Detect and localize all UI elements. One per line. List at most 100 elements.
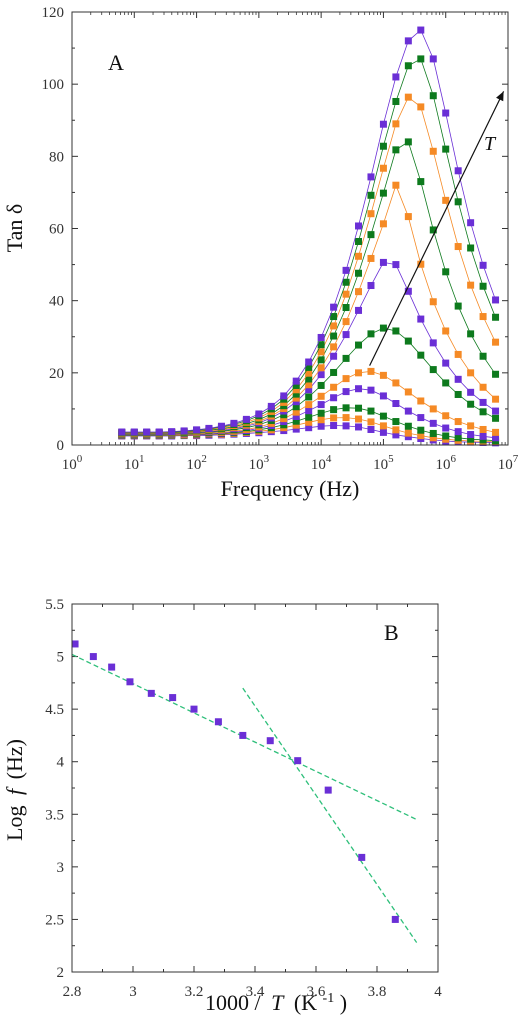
panel-b-y-tick-label: 2 bbox=[57, 965, 65, 981]
panel-a-data-point bbox=[392, 261, 400, 269]
panel-b-x-label-close: ) bbox=[340, 990, 347, 1015]
panel-a-data-point bbox=[155, 428, 163, 436]
panel-a-data-point bbox=[330, 406, 338, 414]
panel-b-x-tick-label: 3.2 bbox=[185, 984, 204, 1000]
panel-a-data-point bbox=[330, 383, 338, 391]
temperature-arrow-label: T bbox=[484, 133, 497, 155]
panel-a-x-tick-label: 104 bbox=[311, 453, 332, 473]
panel-b-x-label-var: T bbox=[271, 990, 285, 1015]
panel-a-data-point bbox=[317, 416, 325, 424]
panel-a-data-point bbox=[404, 433, 412, 441]
panel-a-data-point bbox=[429, 92, 437, 100]
panel-a-data-point bbox=[479, 261, 487, 269]
panel-b-data-point bbox=[391, 915, 399, 923]
panel-a-data-point bbox=[280, 415, 288, 423]
panel-a-x-axis-label: Frequency (Hz) bbox=[221, 476, 360, 501]
panel-a-data-point bbox=[342, 290, 350, 298]
panel-a-data-point bbox=[392, 379, 400, 387]
panel-a-data-point bbox=[442, 145, 450, 153]
panel-b-frame bbox=[71, 603, 439, 973]
panel-a-data-point bbox=[467, 219, 475, 227]
temperature-arrow-head bbox=[496, 91, 504, 102]
panel-a-data-point bbox=[305, 369, 313, 377]
panel-a-data-point bbox=[305, 375, 313, 383]
panel-a-y-tick-label: 100 bbox=[42, 77, 65, 93]
panel-a-data-point bbox=[379, 428, 387, 436]
panel-a-data-point bbox=[467, 244, 475, 252]
panel-a-data-point bbox=[355, 269, 363, 277]
panel-a-data-point bbox=[367, 386, 375, 394]
panel-a-y-tick-label: 20 bbox=[49, 366, 64, 382]
panel-a-data-point bbox=[330, 414, 338, 422]
panel-a-data-point bbox=[305, 418, 313, 426]
panel-a-data-point bbox=[355, 415, 363, 423]
panel-a-data-point bbox=[342, 414, 350, 422]
panel-a-data-point bbox=[454, 167, 462, 175]
panel-a-data-point bbox=[429, 429, 437, 437]
panel-a-data-point bbox=[367, 254, 375, 262]
panel-b-x-label-prefix: 1000 / bbox=[205, 990, 262, 1015]
panel-a-data-point bbox=[467, 388, 475, 396]
panel-a-data-point bbox=[317, 348, 325, 356]
panel-a-data-point bbox=[367, 330, 375, 338]
panel-a-data-point bbox=[379, 220, 387, 228]
panel-a-data-point bbox=[467, 435, 475, 443]
panel-a-data-point bbox=[392, 181, 400, 189]
panel-a-data-point bbox=[404, 422, 412, 430]
panel-b-data-point bbox=[239, 731, 247, 739]
panel-a-data-point bbox=[317, 392, 325, 400]
panel-a-data-point bbox=[479, 425, 487, 433]
panel-a-data-point bbox=[417, 260, 425, 268]
panel-a-data-point bbox=[292, 394, 300, 402]
panel-a-data-point bbox=[379, 258, 387, 266]
panel-a-data-point bbox=[467, 281, 475, 289]
panel-a-frame bbox=[71, 11, 509, 446]
panel-a-data-point bbox=[292, 377, 300, 385]
panel-a: 100 101 102 103 104 105 106 107020406080100120 … bbox=[2, 5, 519, 501]
panel-a-series-12 bbox=[118, 26, 500, 436]
panel-a-data-point bbox=[317, 381, 325, 389]
panel-a-x-tick-label: 101 bbox=[124, 453, 145, 473]
panel-a-data-point bbox=[330, 368, 338, 376]
panel-a-data-point bbox=[404, 213, 412, 221]
temperature-arrow-annotation: T bbox=[369, 91, 505, 366]
panel-b-y-tick-label: 2.5 bbox=[45, 912, 64, 928]
panel-a-data-point bbox=[479, 282, 487, 290]
panel-b-y-label-prefix: Log bbox=[2, 805, 27, 840]
panel-a-x-tick-label: 105 bbox=[373, 453, 394, 473]
panel-a-data-point bbox=[342, 404, 350, 412]
panel-a-data-point bbox=[342, 354, 350, 362]
panel-a-x-tick-label: 106 bbox=[435, 453, 456, 473]
panel-b-y-axis-label: Log f (Hz) bbox=[2, 739, 27, 841]
panel-a-data-point bbox=[330, 422, 338, 430]
panel-b: 2.8 3 3.2 3.4 3.6 3.8 4 2 2.5 3 3.5 4 4.5 5 5.5 B Log … bbox=[2, 597, 442, 1015]
panel-a-data-point bbox=[454, 390, 462, 398]
panel-a-data-point bbox=[392, 400, 400, 408]
panel-a-data-point bbox=[292, 398, 300, 406]
panel-a-y-tick-label: 120 bbox=[42, 5, 65, 21]
panel-a-data-point bbox=[230, 419, 238, 427]
panel-a-data-point bbox=[417, 414, 425, 422]
panel-a-data-point bbox=[404, 337, 412, 345]
panel-a-data-point bbox=[467, 330, 475, 338]
panel-a-data-point bbox=[367, 407, 375, 415]
panel-a-data-point bbox=[292, 381, 300, 389]
panel-a-data-point bbox=[479, 352, 487, 360]
panel-a-data-point bbox=[342, 388, 350, 396]
panel-a-data-point bbox=[305, 381, 313, 389]
panel-a-data-point bbox=[479, 383, 487, 391]
panel-a-data-point bbox=[429, 147, 437, 155]
panel-a-data-point bbox=[280, 411, 288, 419]
panel-b-x-tick-label: 3.6 bbox=[307, 984, 326, 1000]
panel-a-data-point bbox=[367, 191, 375, 199]
panel-a-data-point bbox=[442, 412, 450, 420]
panel-a-data-point bbox=[429, 55, 437, 63]
panel-a-data-point bbox=[330, 352, 338, 360]
panel-a-data-point bbox=[367, 231, 375, 239]
panel-a-data-point bbox=[367, 282, 375, 290]
panel-a-x-tick-label: 100 bbox=[62, 453, 83, 473]
panel-a-data-point bbox=[454, 418, 462, 426]
panel-a-data-point bbox=[492, 370, 500, 378]
panel-a-data-point bbox=[355, 288, 363, 296]
